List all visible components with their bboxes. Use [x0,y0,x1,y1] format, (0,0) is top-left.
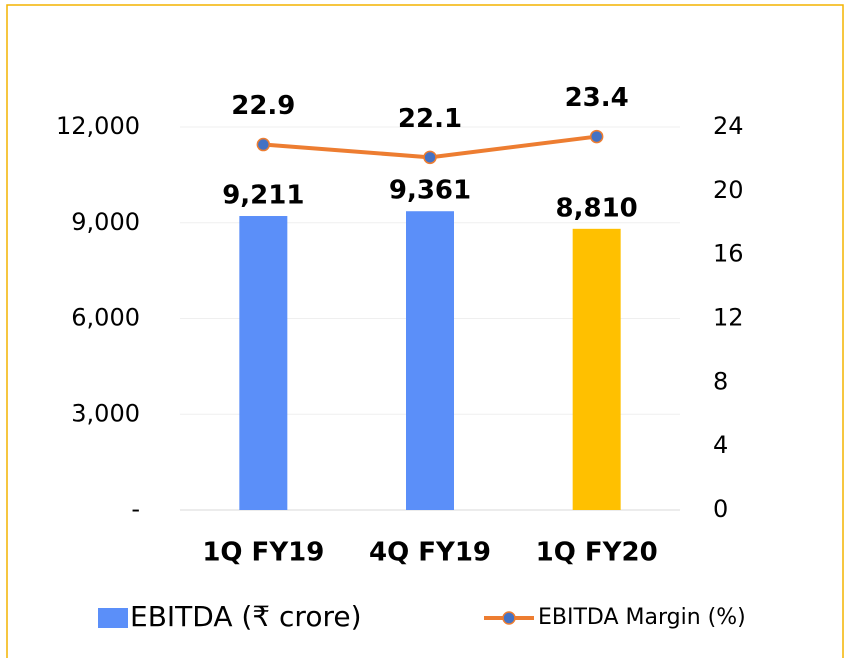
y2-tick-label: 0 [713,495,728,523]
legend-label: EBITDA (₹ crore) [130,600,362,633]
line-marker [256,137,271,152]
y2-tick-label: 8 [713,367,728,395]
y-tick-label: 9,000 [71,208,140,236]
y2-tick-label: 20 [713,176,744,204]
line-marker [589,129,604,144]
line-value-label: 22.9 [231,91,295,121]
y2-tick-label: 16 [713,240,744,268]
bar-value-label: 9,361 [389,176,471,206]
line-marker [423,150,437,165]
x-tick-label: 4Q FY19 [369,538,491,568]
chart-border [6,4,844,658]
y2-tick-label: 12 [713,304,744,332]
bar [572,228,621,511]
y2-tick-label: 4 [713,431,728,459]
legend-label: EBITDA Margin (%) [538,605,746,630]
line-value-label: 22.1 [398,104,462,134]
x-tick-label: 1Q FY19 [202,538,324,568]
y2-tick-label: 24 [713,112,744,140]
x-tick-label: 1Q FY20 [536,538,658,568]
bar [406,211,454,510]
legend-marker [502,611,516,625]
y-tick-label: 3,000 [71,399,140,427]
legend-swatch [98,608,128,628]
bar [239,216,288,511]
y-tick-label: 12,000 [56,112,140,140]
y-tick-label: 6,000 [71,304,140,332]
line-value-label: 23.4 [565,83,629,113]
y-tick-label: - [131,495,140,523]
bar-value-label: 9,211 [222,181,304,211]
bar-value-label: 8,810 [556,193,638,223]
